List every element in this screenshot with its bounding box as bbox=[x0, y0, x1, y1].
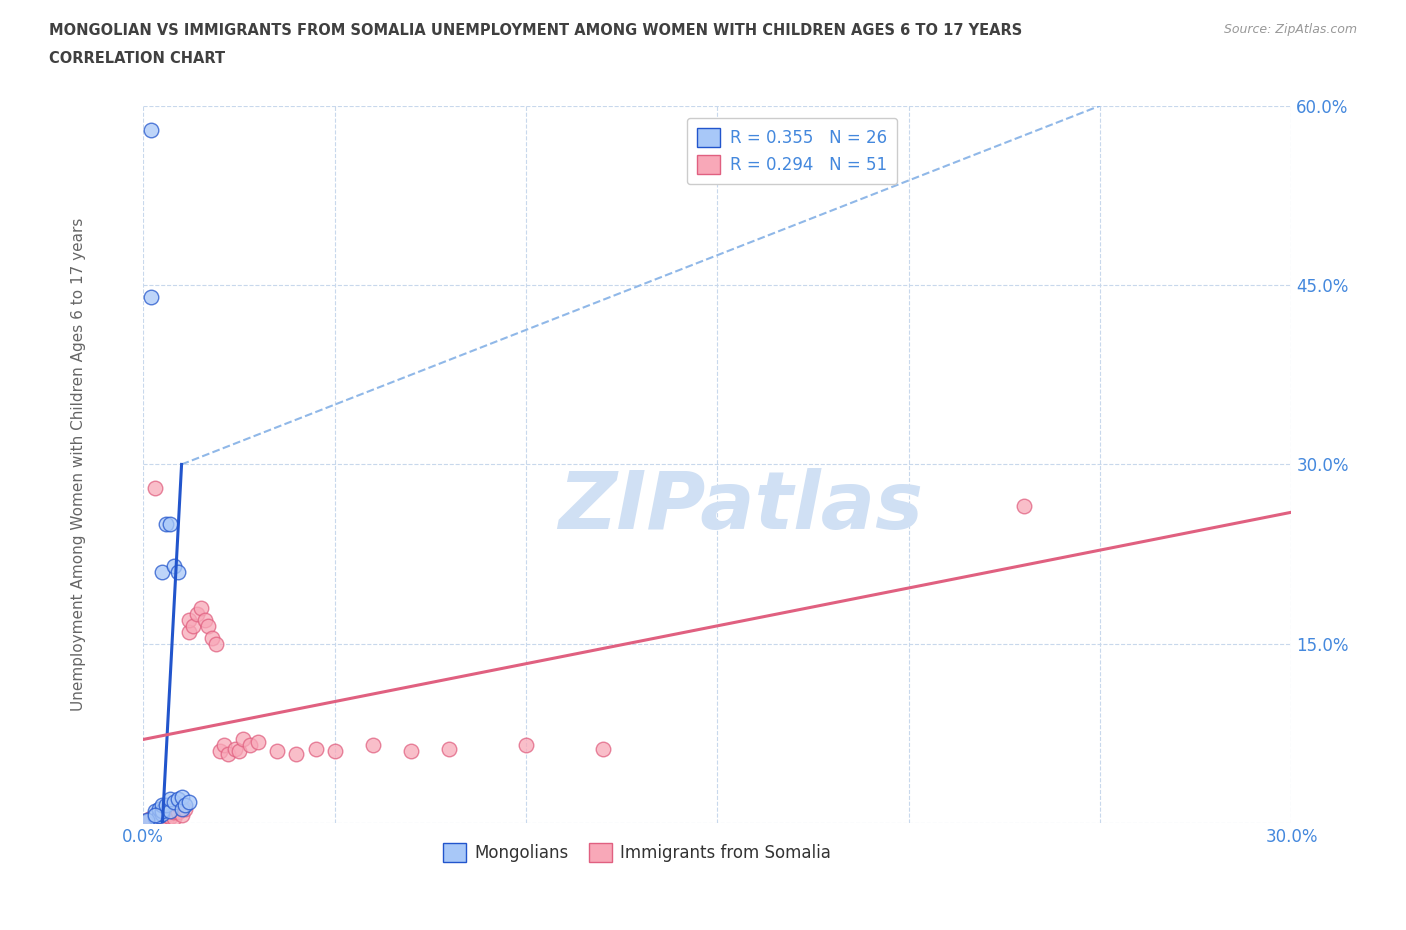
Point bbox=[148, 814, 170, 829]
Point bbox=[361, 738, 384, 753]
Point bbox=[152, 565, 174, 579]
Point bbox=[148, 808, 170, 823]
Point bbox=[155, 812, 177, 827]
Point bbox=[266, 744, 288, 759]
Point bbox=[247, 735, 270, 750]
Point bbox=[163, 794, 186, 809]
Legend: Mongolians, Immigrants from Somalia: Mongolians, Immigrants from Somalia bbox=[436, 836, 838, 869]
Point bbox=[136, 816, 159, 830]
Point bbox=[152, 806, 174, 821]
Point bbox=[190, 601, 212, 616]
Point bbox=[163, 805, 186, 820]
Point bbox=[155, 517, 177, 532]
Point bbox=[139, 122, 162, 137]
Point bbox=[152, 802, 174, 817]
Point bbox=[323, 744, 346, 759]
Point bbox=[205, 636, 228, 651]
Point bbox=[155, 807, 177, 822]
Point bbox=[197, 618, 219, 633]
Point bbox=[166, 791, 188, 806]
Text: MONGOLIAN VS IMMIGRANTS FROM SOMALIA UNEMPLOYMENT AMONG WOMEN WITH CHILDREN AGES: MONGOLIAN VS IMMIGRANTS FROM SOMALIA UNE… bbox=[49, 23, 1022, 38]
Point bbox=[439, 741, 461, 756]
Point bbox=[136, 814, 159, 829]
Point bbox=[155, 798, 177, 813]
Text: ZIPatlas: ZIPatlas bbox=[558, 469, 922, 547]
Point bbox=[232, 732, 254, 747]
Point bbox=[143, 807, 166, 822]
Point bbox=[239, 738, 262, 753]
Point bbox=[208, 744, 231, 759]
Point bbox=[170, 800, 193, 815]
Point bbox=[170, 790, 193, 804]
Point bbox=[139, 815, 162, 830]
Y-axis label: Unemployment Among Women with Children Ages 6 to 17 years: Unemployment Among Women with Children A… bbox=[72, 218, 86, 711]
Point bbox=[201, 631, 224, 645]
Point bbox=[159, 517, 181, 532]
Point bbox=[304, 741, 326, 756]
Point bbox=[166, 798, 188, 813]
Point bbox=[179, 794, 201, 809]
Point bbox=[155, 802, 177, 817]
Text: Source: ZipAtlas.com: Source: ZipAtlas.com bbox=[1223, 23, 1357, 36]
Point bbox=[212, 738, 235, 753]
Point bbox=[143, 810, 166, 825]
Point bbox=[143, 812, 166, 827]
Point bbox=[159, 810, 181, 825]
Point bbox=[163, 811, 186, 826]
Point bbox=[170, 807, 193, 822]
Point bbox=[193, 613, 215, 628]
Point bbox=[179, 624, 201, 639]
Point bbox=[1012, 498, 1035, 513]
Point bbox=[139, 811, 162, 826]
Point bbox=[159, 804, 181, 818]
Point bbox=[399, 744, 422, 759]
Point bbox=[174, 802, 197, 817]
Point bbox=[179, 613, 201, 628]
Point bbox=[143, 804, 166, 818]
Point bbox=[170, 802, 193, 817]
Point bbox=[166, 565, 188, 579]
Point bbox=[181, 618, 204, 633]
Point bbox=[143, 481, 166, 496]
Point bbox=[217, 747, 239, 762]
Point bbox=[224, 741, 246, 756]
Point bbox=[228, 744, 250, 759]
Point bbox=[174, 798, 197, 813]
Text: CORRELATION CHART: CORRELATION CHART bbox=[49, 51, 225, 66]
Point bbox=[148, 808, 170, 823]
Point bbox=[152, 811, 174, 826]
Point bbox=[186, 606, 208, 621]
Point bbox=[143, 807, 166, 822]
Point bbox=[515, 738, 537, 753]
Point bbox=[592, 741, 614, 756]
Point bbox=[159, 804, 181, 818]
Point bbox=[159, 791, 181, 806]
Point bbox=[136, 812, 159, 827]
Point bbox=[136, 812, 159, 827]
Point bbox=[152, 798, 174, 813]
Point bbox=[163, 559, 186, 574]
Point bbox=[152, 804, 174, 818]
Point bbox=[152, 806, 174, 821]
Point bbox=[139, 289, 162, 304]
Point bbox=[285, 747, 308, 762]
Point bbox=[148, 802, 170, 817]
Point bbox=[166, 805, 188, 820]
